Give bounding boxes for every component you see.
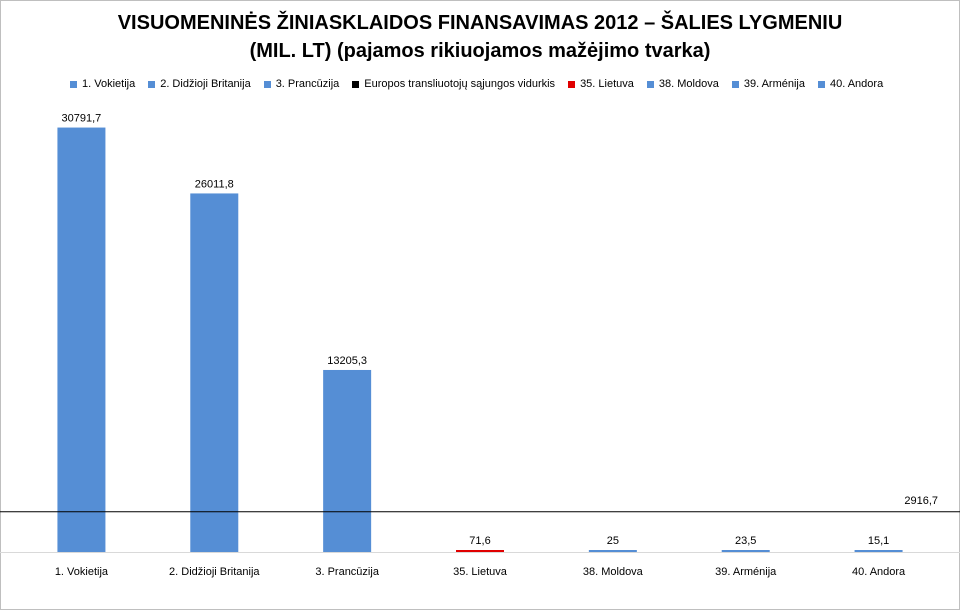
bar [323,369,372,552]
bar [456,550,504,552]
x-tick-label: 3. Prancūzija [315,566,379,578]
legend-item: 38. Moldova [646,78,719,90]
legend-label: 1. Vokietija [82,78,136,90]
legend-item: 40. Andora [817,78,884,90]
bar [190,193,239,552]
legend-swatch [70,80,77,88]
legend-label: 38. Moldova [658,78,719,90]
legend-swatch [352,80,360,88]
legend-label: 39. Arménija [743,78,805,90]
reference-line-label: 2916,7 [904,495,938,507]
bar [854,550,903,552]
data-label: 26011,8 [195,178,234,190]
legend-item: 39. Arménija [731,78,805,90]
chart-subtitle: (MIL. LT) (pajamos rikiuojamos mažėjimo … [249,40,711,62]
data-label: 25 [607,535,619,547]
legend-item: 3. Prancūzija [263,78,340,90]
bar [57,127,106,553]
x-tick-label: 2. Didžioji Britanija [169,566,260,578]
chart-legend: 1. Vokietija 2. Didžioji Britanija 3. Pran… [70,76,930,92]
legend-label: 35. Lietuva [580,78,634,90]
legend-label: 40. Andora [829,78,884,90]
legend-swatch [148,80,156,88]
chart-title: VISUOMENINĖS ŽINIASKLAIDOS FINANSAVIMAS … [117,12,843,34]
legend-swatch [731,80,739,88]
legend-swatch [263,80,271,88]
data-label: 30791,7 [62,113,102,125]
legend-swatch [646,80,654,88]
data-label: 71,6 [469,535,490,547]
legend-swatch [568,80,576,88]
legend-item: 1. Vokietija [70,78,135,90]
legend-swatch [817,80,825,88]
x-tick-label: 39. Arménija [715,566,777,578]
data-label: 15,1 [868,535,889,547]
x-tick-label: 40. Andora [852,566,906,578]
x-tick-label: 38. Moldova [583,566,644,578]
data-label: 13205,3 [327,355,367,367]
x-tick-label: 35. Lietuva [453,566,508,578]
legend-item: Europos transliuotojų sąjungos vidurkis [352,78,555,90]
legend-item: 35. Lietuva [568,78,634,90]
data-label: 23,5 [735,535,756,547]
legend-item: 2. Didžioji Britanija [148,78,251,90]
bar [588,550,637,552]
bar [721,550,770,552]
x-tick-label: 1. Vokietija [55,566,109,578]
legend-label: Europos transliuotojų sąjungos vidurkis [364,78,556,90]
legend-label: 2. Didžioji Britanija [160,78,251,90]
legend-label: 3. Prancūzija [275,78,340,90]
